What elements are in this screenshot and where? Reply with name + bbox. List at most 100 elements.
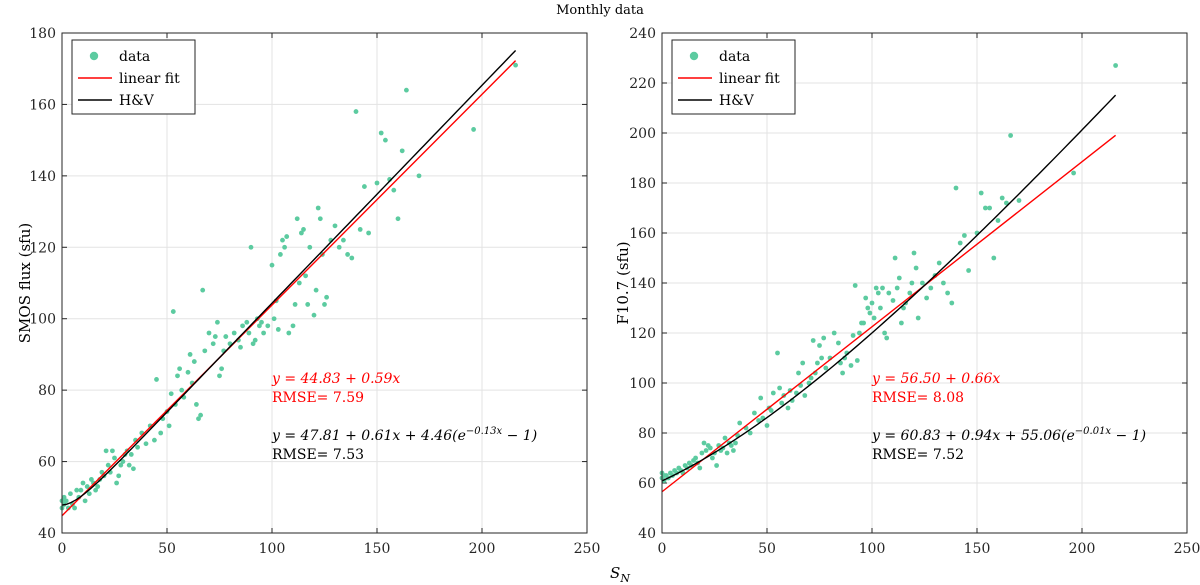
data-point — [836, 340, 841, 346]
y-tick-label: 120 — [29, 240, 56, 256]
data-point — [896, 275, 902, 281]
data-point — [135, 444, 141, 450]
x-tick-label: 250 — [1174, 541, 1200, 557]
data-point — [336, 244, 342, 250]
data-point — [63, 498, 69, 504]
data-point — [892, 255, 898, 261]
x-tick-label: 100 — [859, 541, 886, 557]
x-axis-label-main: S — [610, 564, 620, 582]
data-point — [238, 344, 243, 350]
data-point — [120, 459, 126, 464]
hv-fit-rmse: RMSE= 7.53 — [272, 447, 364, 463]
data-point — [882, 330, 887, 336]
data-point — [357, 227, 363, 232]
y-tick-label: 180 — [29, 26, 56, 42]
data-point — [962, 233, 967, 238]
data-point — [378, 130, 384, 136]
data-point — [471, 127, 476, 132]
data-point — [198, 412, 204, 418]
data-point — [966, 268, 971, 273]
data-point — [737, 420, 743, 426]
hv-equation-exponent: −0.01x — [1075, 426, 1112, 437]
data-point — [294, 216, 300, 222]
data-point — [911, 250, 917, 256]
data-point — [928, 285, 934, 291]
data-point — [416, 173, 422, 179]
data-point — [248, 244, 254, 250]
data-point — [292, 302, 298, 307]
data-point — [185, 369, 191, 375]
data-point — [395, 216, 401, 222]
data-point — [714, 463, 719, 468]
data-point — [307, 244, 313, 250]
data-point — [1004, 200, 1009, 206]
data-point — [802, 393, 808, 398]
linear-fit-equation: y = 56.50 + 0.66x — [871, 371, 1000, 387]
data-point — [280, 237, 285, 243]
data-point — [886, 290, 892, 296]
right-chart-panel: 0 50 100 150 200 250 40 60 80 100 120 140 160 180 200 2… — [614, 26, 1200, 557]
data-point — [215, 319, 220, 325]
data-point — [957, 240, 963, 246]
y-tick-label: 140 — [29, 169, 56, 185]
data-point — [177, 366, 183, 372]
data-point — [118, 462, 124, 468]
data-point — [82, 498, 88, 504]
y-tick-label: 120 — [629, 326, 656, 342]
y-axis-label: SMOS flux (sfu) — [16, 223, 34, 343]
data-point — [175, 373, 180, 379]
data-point — [399, 148, 405, 154]
data-point — [768, 408, 774, 413]
y-tick-label: 60 — [38, 455, 56, 471]
data-point — [158, 430, 164, 436]
data-point — [907, 290, 913, 296]
data-point — [913, 265, 919, 271]
x-tick-label: 200 — [469, 541, 496, 557]
data-point — [269, 262, 275, 268]
data-point — [733, 440, 738, 446]
y-tick-label: 40 — [38, 526, 56, 542]
legend-label: H&V — [719, 93, 755, 109]
data-point — [821, 335, 827, 341]
data-point — [324, 294, 329, 300]
data-point — [699, 450, 705, 456]
data-point — [775, 350, 780, 356]
data-point — [366, 230, 371, 236]
data-point — [710, 455, 715, 461]
data-point — [131, 466, 136, 472]
data-point — [936, 260, 942, 266]
x-tick-label: 50 — [758, 541, 776, 557]
data-point — [210, 341, 216, 347]
data-point — [991, 255, 997, 261]
data-point — [404, 87, 409, 93]
hv-fit-equation: y = 60.83 + 0.94x + 55.06(e−0.01x − 1) — [871, 426, 1146, 444]
data-point — [200, 287, 206, 293]
legend-label: data — [119, 49, 150, 65]
y-tick-label: 40 — [638, 526, 656, 542]
data-point — [865, 305, 871, 311]
data-point — [206, 330, 212, 336]
y-tick-label: 100 — [29, 312, 56, 328]
data-point — [840, 370, 845, 376]
data-point — [296, 280, 302, 286]
data-point — [275, 327, 281, 332]
data-point — [999, 195, 1005, 201]
data-point — [303, 273, 308, 279]
data-point — [850, 333, 856, 338]
hv-equation-main: y = 60.83 + 0.94x + 55.06(e — [871, 428, 1075, 444]
data-point — [808, 375, 814, 381]
data-point — [383, 137, 388, 143]
x-tick-label: 150 — [364, 541, 391, 557]
data-point — [707, 445, 713, 451]
x-tick-label: 0 — [58, 541, 67, 557]
data-point — [941, 280, 946, 286]
legend-label: linear fit — [719, 71, 780, 87]
data-point — [857, 330, 862, 336]
y-tick-label: 140 — [629, 276, 656, 292]
y-axis-label: F10.7 (sfu) — [614, 241, 632, 324]
legend: data linear fit H&V — [671, 39, 796, 115]
data-point — [246, 330, 252, 336]
data-point — [815, 360, 820, 366]
data-point — [103, 448, 109, 454]
data-point — [313, 287, 319, 293]
